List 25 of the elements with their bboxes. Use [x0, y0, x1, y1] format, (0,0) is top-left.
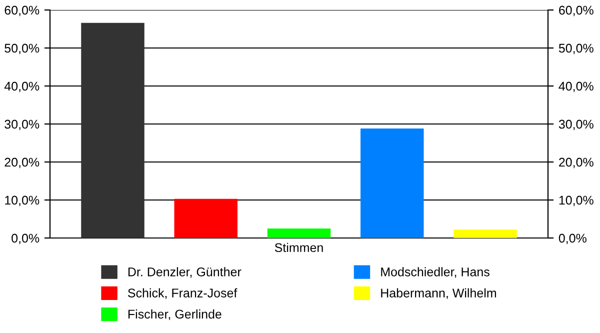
text: 60,0% — [559, 6, 594, 16]
y-tick-label: 60,0% — [4, 6, 40, 16]
text: 50,0% — [558, 44, 594, 54]
y-tick-label: 30,0% — [4, 120, 40, 130]
text: 30,0% — [558, 120, 594, 130]
legend-label: Schick, Franz-Josef — [128, 288, 238, 299]
legend-label: Fischer, Gerlinde — [128, 309, 222, 320]
legend-label: Habermann, Wilhelm — [381, 288, 496, 299]
legend-label: Dr. Denzler, Günther — [128, 267, 242, 278]
text: 20,0% — [559, 158, 594, 168]
y-tick-label: 50,0% — [4, 44, 40, 54]
bar — [267, 228, 331, 238]
y-tick-label: 40,0% — [4, 82, 40, 92]
legend-label: Modschiedler, Hans — [381, 267, 490, 278]
y-tick-label: 0,0% — [12, 234, 40, 244]
y-tick-label: 20,0% — [4, 158, 40, 168]
text: 40,0% — [558, 82, 594, 92]
bar — [454, 230, 517, 238]
bar — [81, 22, 144, 238]
bar — [360, 128, 424, 238]
bar — [174, 198, 238, 238]
text: 0,0% — [558, 234, 586, 244]
text: 10,0% — [559, 196, 594, 206]
y-tick-label: 10,0% — [5, 196, 40, 206]
x-tick-label: Stimmen — [274, 242, 323, 252]
